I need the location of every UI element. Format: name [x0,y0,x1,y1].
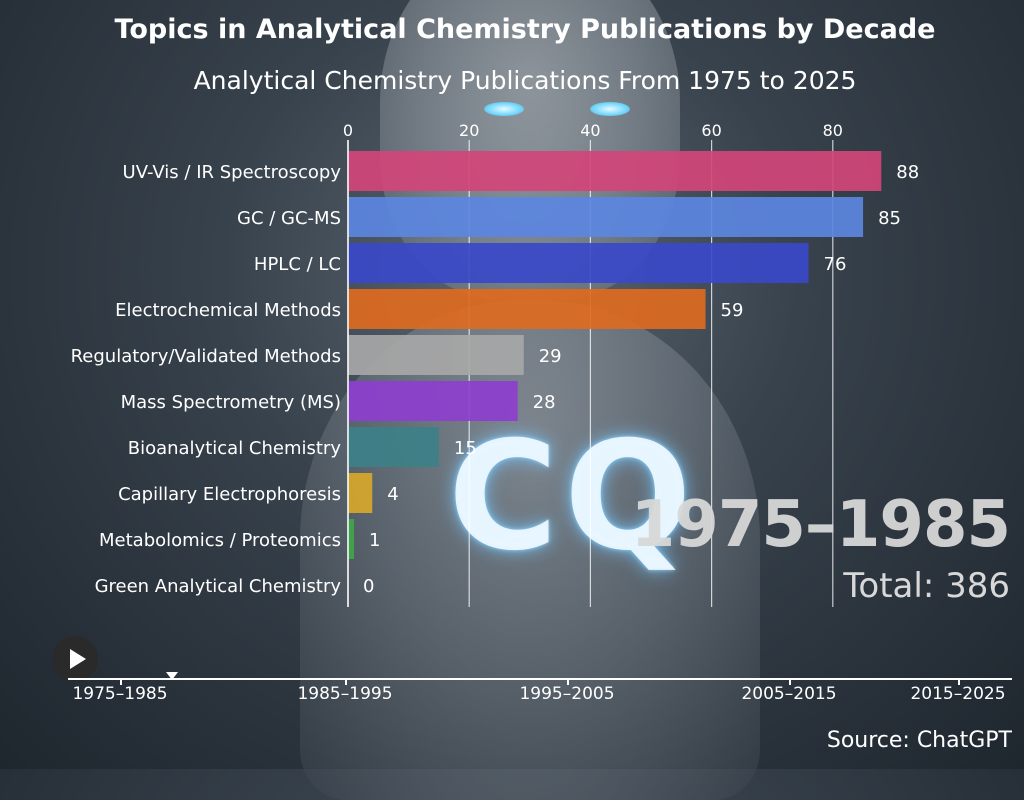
value-label: 76 [824,254,847,275]
bar [348,151,882,191]
x-tick-label: 80 [823,121,843,140]
timeline-handle[interactable] [166,672,178,680]
category-label: Regulatory/Validated Methods [71,346,341,367]
category-label: Metabolomics / Proteomics [99,530,341,551]
value-label: 85 [878,208,901,229]
bar [348,519,355,559]
bar [348,197,864,237]
timeline-tick [958,678,960,685]
value-label: 59 [721,300,744,321]
timeline-tick [567,678,569,685]
value-label: 29 [539,346,562,367]
category-label: Capillary Electrophoresis [118,484,341,505]
value-label: 1 [369,530,380,551]
chart-title: Topics in Analytical Chemistry Publicati… [114,14,936,45]
category-label: Mass Spectrometry (MS) [121,392,341,413]
current-period-label: 1975–1985 [630,488,1011,562]
timeline-label[interactable]: 2015–2025 [910,684,1006,704]
value-label: 4 [387,484,398,505]
timeline-axis [68,678,1012,680]
category-label: UV-Vis / IR Spectroscopy [123,162,342,183]
timeline-label[interactable]: 1985–1995 [297,684,393,704]
timeline-tick [120,678,122,685]
bar [348,473,373,513]
x-tick-label: 20 [459,121,479,140]
total-count-label: Total: 386 [843,566,1010,606]
value-label: 88 [896,162,919,183]
bar [348,289,706,329]
timeline-label[interactable]: 2005–2015 [741,684,837,704]
play-button[interactable] [52,636,98,682]
x-tick-label: 40 [580,121,600,140]
timeline-slider[interactable]: 1975–1985 1985–1995 1995–2005 2005–2015 2015… [0,670,1024,710]
timeline-label[interactable]: 1995–2005 [519,684,615,704]
chart-subtitle: Analytical Chemistry Publications From 1… [193,66,857,95]
value-label: 15 [454,438,477,459]
category-label: GC / GC-MS [237,208,341,229]
category-label: Bioanalytical Chemistry [128,438,342,459]
value-label: 28 [533,392,556,413]
bar [348,381,518,421]
bar [348,427,439,467]
timeline-label[interactable]: 1975–1985 [72,684,168,704]
bar [348,243,809,283]
x-tick-label: 60 [701,121,721,140]
x-tick-label: 0 [343,121,353,140]
timeline-tick [345,678,347,685]
timeline-tick [789,678,791,685]
bar [348,335,524,375]
play-icon [70,649,86,669]
category-label: Electrochemical Methods [115,300,341,321]
value-label: 0 [363,576,374,597]
category-label: HPLC / LC [254,254,341,275]
source-label: Source: ChatGPT [826,728,1012,753]
category-label: Green Analytical Chemistry [95,576,342,597]
